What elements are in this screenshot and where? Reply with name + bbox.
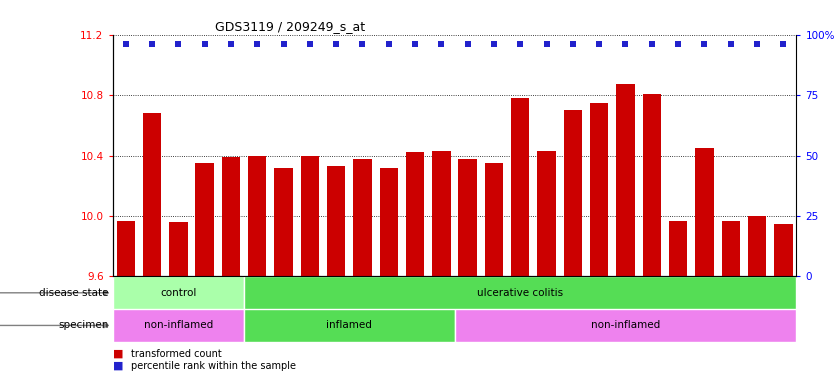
- Text: inflamed: inflamed: [326, 320, 372, 331]
- Point: [145, 41, 158, 47]
- Point: [382, 41, 395, 47]
- Text: percentile rank within the sample: percentile rank within the sample: [131, 361, 296, 371]
- Bar: [748, 216, 766, 276]
- Bar: [774, 223, 792, 276]
- Bar: [616, 84, 635, 276]
- Bar: [696, 148, 714, 276]
- Text: control: control: [160, 288, 197, 298]
- Text: ulcerative colitis: ulcerative colitis: [477, 288, 563, 298]
- Bar: [432, 151, 450, 276]
- Bar: [485, 163, 503, 276]
- Text: disease state: disease state: [39, 288, 108, 298]
- Point: [198, 41, 211, 47]
- Bar: [244, 309, 455, 342]
- Point: [487, 41, 500, 47]
- Text: transformed count: transformed count: [131, 349, 222, 359]
- Point: [776, 41, 790, 47]
- Bar: [248, 156, 266, 276]
- Bar: [459, 159, 477, 276]
- Bar: [642, 94, 661, 276]
- Bar: [195, 163, 214, 276]
- Point: [356, 41, 369, 47]
- Bar: [244, 276, 796, 309]
- Bar: [669, 220, 687, 276]
- Text: specimen: specimen: [58, 320, 108, 331]
- Point: [304, 41, 317, 47]
- Point: [119, 41, 133, 47]
- Bar: [406, 152, 425, 276]
- Bar: [354, 159, 372, 276]
- Point: [409, 41, 422, 47]
- Point: [250, 41, 264, 47]
- Point: [329, 41, 343, 47]
- Point: [619, 41, 632, 47]
- Point: [224, 41, 238, 47]
- Point: [514, 41, 527, 47]
- Bar: [455, 309, 796, 342]
- Text: ■: ■: [113, 349, 123, 359]
- Point: [646, 41, 659, 47]
- Text: ■: ■: [113, 361, 123, 371]
- Text: non-inflamed: non-inflamed: [590, 320, 661, 331]
- Bar: [274, 167, 293, 276]
- Point: [592, 41, 605, 47]
- Point: [566, 41, 580, 47]
- Bar: [143, 113, 161, 276]
- Text: GDS3119 / 209249_s_at: GDS3119 / 209249_s_at: [215, 20, 365, 33]
- Bar: [113, 309, 244, 342]
- Point: [461, 41, 475, 47]
- Bar: [564, 110, 582, 276]
- Point: [435, 41, 448, 47]
- Point: [671, 41, 685, 47]
- Point: [724, 41, 737, 47]
- Bar: [327, 166, 345, 276]
- Bar: [379, 167, 398, 276]
- Point: [751, 41, 764, 47]
- Point: [698, 41, 711, 47]
- Bar: [169, 222, 188, 276]
- Bar: [537, 151, 555, 276]
- Bar: [721, 220, 740, 276]
- Bar: [300, 156, 319, 276]
- Bar: [113, 276, 244, 309]
- Point: [277, 41, 290, 47]
- Text: non-inflamed: non-inflamed: [143, 320, 213, 331]
- Point: [172, 41, 185, 47]
- Point: [540, 41, 553, 47]
- Bar: [511, 98, 530, 276]
- Bar: [590, 103, 608, 276]
- Bar: [222, 157, 240, 276]
- Bar: [117, 220, 135, 276]
